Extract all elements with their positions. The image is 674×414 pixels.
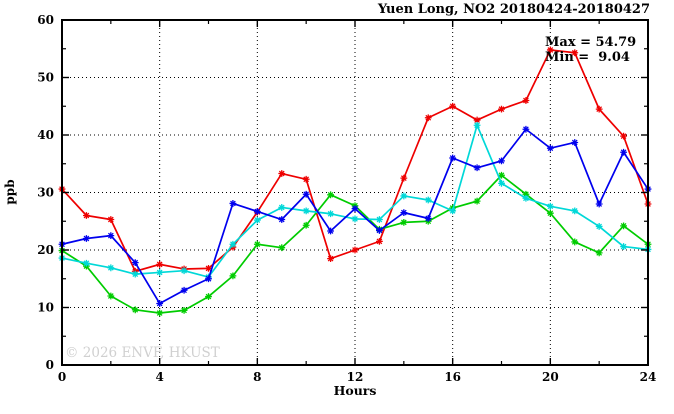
- x-tick-label: 12: [347, 370, 364, 384]
- chart-title: Yuen Long, NO2 20180424-20180427: [377, 2, 650, 17]
- y-tick-label: 20: [37, 243, 54, 257]
- y-tick-label: 50: [37, 71, 54, 85]
- x-axis-label: Hours: [334, 383, 377, 398]
- y-axis-label: ppb: [3, 179, 17, 204]
- min-annotation: Min = 9.04: [545, 50, 630, 65]
- watermark: © 2026 ENVF, HKUST: [65, 345, 220, 361]
- x-tick-label: 24: [640, 370, 657, 384]
- y-tick-label: 60: [37, 13, 54, 27]
- x-tick-label: 4: [155, 370, 163, 384]
- max-annotation: Max = 54.79: [545, 35, 636, 50]
- x-tick-label: 0: [58, 370, 66, 384]
- y-tick-label: 10: [37, 301, 54, 315]
- y-tick-label: 40: [37, 128, 54, 142]
- plot-frame: [61, 19, 649, 366]
- axes-layer: 0 4 8 12 16 20 24 0 10 20 30 40 50 60: [37, 13, 656, 384]
- grid-layer: [62, 20, 648, 365]
- series-layer: [58, 46, 652, 317]
- x-tick-label: 16: [444, 370, 461, 384]
- x-tick-label: 20: [542, 370, 559, 384]
- series-line-cyan: [61, 124, 649, 278]
- x-tick-label: 8: [253, 370, 261, 384]
- y-tick-label: 0: [46, 358, 54, 372]
- y-tick-label: 30: [37, 186, 54, 200]
